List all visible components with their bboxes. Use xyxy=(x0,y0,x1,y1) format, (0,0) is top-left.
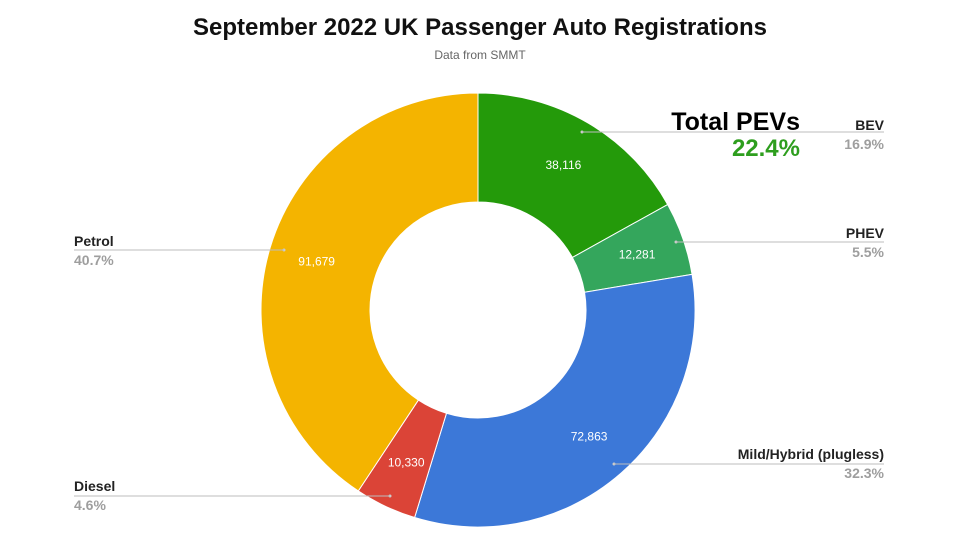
legend-name-bev: BEV xyxy=(855,117,884,133)
total-pevs-value: 22.4% xyxy=(731,135,800,162)
legend-name-petrol: Petrol xyxy=(74,233,114,249)
legend-percent-phev: 5.5% xyxy=(852,244,884,260)
slice-value-label-diesel: 10,330 xyxy=(388,455,425,469)
slice-bev xyxy=(477,92,669,259)
legend-name-phev: PHEV xyxy=(846,225,885,241)
legend-name-mild-hybrid-plugless: Mild/Hybrid (plugless) xyxy=(738,446,884,462)
slice-value-label-petrol: 91,679 xyxy=(298,254,335,268)
legend-percent-mild-hybrid-plugless: 32.3% xyxy=(844,465,884,481)
slice-petrol xyxy=(260,92,479,492)
donut-hole xyxy=(370,202,586,418)
slice-value-label-phev: 12,281 xyxy=(619,247,656,261)
legend-percent-petrol: 40.7% xyxy=(74,252,114,268)
legend-percent-diesel: 4.6% xyxy=(74,497,106,513)
chart-title: September 2022 UK Passenger Auto Registr… xyxy=(193,14,767,41)
total-pevs-label: Total PEVs xyxy=(671,108,800,136)
legend-percent-bev: 16.9% xyxy=(844,136,884,152)
slice-value-label-bev: 38,116 xyxy=(546,158,582,172)
slice-value-label-mild-hybrid-plugless: 72,863 xyxy=(571,430,608,444)
legend-name-diesel: Diesel xyxy=(74,478,115,494)
chart-subtitle: Data from SMMT xyxy=(434,48,526,62)
